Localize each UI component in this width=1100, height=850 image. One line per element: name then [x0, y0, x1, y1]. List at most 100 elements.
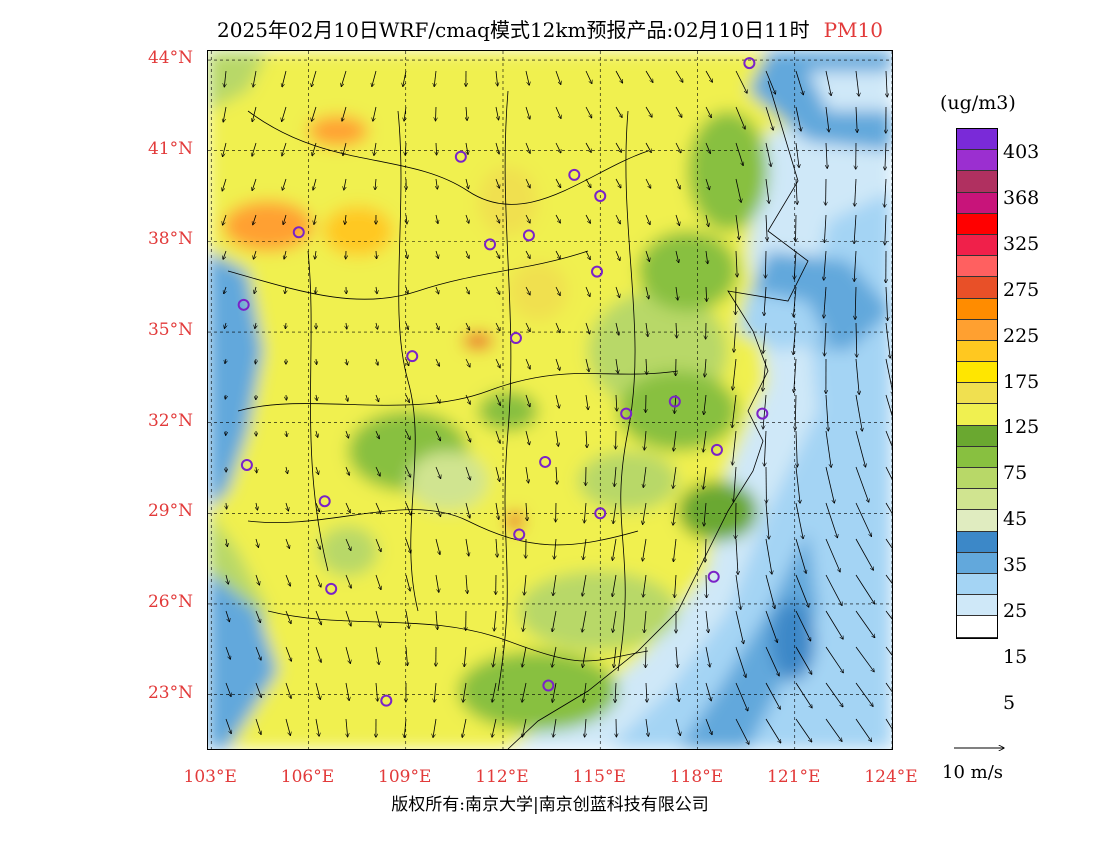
wind-arrow: [705, 106, 711, 118]
wind-arrow: [255, 574, 260, 585]
wind-arrow: [675, 106, 682, 117]
wind-arrow: [736, 250, 737, 277]
colorbar-swatch: [957, 595, 997, 617]
wind-arrow: [285, 718, 290, 736]
station-marker: [743, 57, 756, 70]
wind-arrow: [674, 430, 677, 451]
lon-label-6: 121°E: [767, 767, 821, 787]
station-marker: [594, 507, 607, 520]
wind-arrow: [583, 538, 587, 560]
wind-arrow: [312, 142, 317, 156]
wind-arrow: [223, 106, 227, 122]
wind-arrow: [704, 394, 707, 415]
station-marker: [522, 229, 535, 242]
wind-arrow: [495, 466, 500, 482]
wind-arrow: [824, 250, 827, 280]
lat-label-5: 29°N: [147, 501, 193, 522]
wind-arrow: [585, 286, 590, 297]
station-marker: [406, 350, 419, 363]
wind-arrow: [703, 430, 707, 452]
map-canvas: [208, 51, 892, 749]
lat-label-4: 32°N: [147, 410, 193, 431]
wind-arrow: [765, 142, 771, 167]
wind-arrow: [735, 718, 749, 744]
wind-arrow: [282, 70, 287, 87]
colorbar: [956, 128, 998, 639]
wind-arrow: [406, 646, 408, 666]
wind-arrow: [285, 646, 291, 661]
wind-arrow: [404, 106, 406, 121]
wind-arrow: [224, 322, 226, 329]
wind-arrow: [435, 430, 441, 441]
wind-arrow: [643, 502, 647, 525]
wind-arrow: [256, 502, 258, 510]
wind-arrow: [885, 538, 892, 549]
wind-arrow: [285, 574, 290, 586]
wind-arrow: [225, 718, 231, 734]
wind-arrow: [345, 682, 349, 701]
wind-arrow: [675, 574, 677, 598]
wind-arrow: [765, 646, 779, 676]
wind-arrow: [765, 250, 766, 278]
colorbar-swatch: [957, 340, 997, 363]
wind-reference-label: 10 m/s: [942, 762, 1003, 783]
wind-arrow: [825, 430, 831, 467]
wind-arrow: [345, 538, 351, 551]
colorbar-swatch: [957, 256, 997, 278]
wind-arrow: [465, 178, 469, 189]
wind-arrow: [255, 646, 261, 660]
wind-arrow: [613, 610, 617, 632]
wind-arrow: [345, 574, 351, 588]
wind-arrow: [583, 682, 587, 703]
wind-arrow: [316, 286, 317, 294]
wind-arrow: [376, 250, 377, 259]
wind-arrow: [283, 214, 287, 225]
wind-arrow: [826, 142, 827, 168]
station-marker: [594, 190, 607, 203]
wind-arrow: [825, 70, 831, 96]
wind-arrow: [525, 394, 530, 407]
colorbar-swatch: [957, 129, 997, 151]
wind-arrow: [732, 430, 737, 465]
wind-arrow: [645, 718, 648, 736]
wind-arrow: [793, 286, 797, 317]
wind-arrow: [676, 286, 678, 300]
wind-arrow: [555, 286, 560, 296]
wind-arrow: [703, 466, 707, 489]
wind-arrow: [735, 142, 743, 166]
colorbar-label-12: 5: [1003, 691, 1016, 714]
wind-arrow: [645, 286, 649, 299]
wind-arrow: [735, 538, 738, 575]
colorbar-swatch: [957, 234, 997, 257]
wind-arrow: [225, 682, 231, 697]
title-text: 2025年02月10日WRF/cmaq模式12km预报产品:02月10日11时: [217, 18, 810, 42]
wind-arrow: [495, 142, 499, 154]
wind-arrow: [225, 646, 230, 659]
wind-arrow: [255, 322, 256, 329]
wind-arrow: [885, 718, 892, 730]
wind-arrow: [222, 178, 227, 191]
wind-arrow: [735, 646, 746, 678]
colorbar-swatch: [957, 192, 997, 214]
wind-arrow: [585, 70, 592, 84]
wind-arrow: [675, 250, 679, 263]
wind-arrow: [406, 286, 408, 294]
wind-arrow: [673, 502, 677, 525]
wind-arrow: [584, 502, 586, 523]
wind-arrow: [886, 286, 888, 321]
wind-arrow: [645, 214, 650, 225]
wind-arrow: [885, 142, 886, 170]
wind-arrow: [495, 106, 499, 120]
wind-arrow: [223, 250, 227, 259]
forecast-map[interactable]: [207, 50, 893, 750]
wind-arrow: [706, 574, 707, 598]
wind-arrow: [495, 358, 500, 368]
wind-arrow: [585, 250, 590, 260]
colorbar-label-0: 403: [1003, 141, 1040, 163]
wind-arrow: [705, 70, 713, 82]
wind-arrow: [885, 502, 892, 514]
wind-arrow: [375, 610, 380, 627]
wind-arrow: [886, 70, 887, 97]
colorbar-swatch: [957, 510, 997, 532]
wind-arrow: [616, 394, 617, 411]
